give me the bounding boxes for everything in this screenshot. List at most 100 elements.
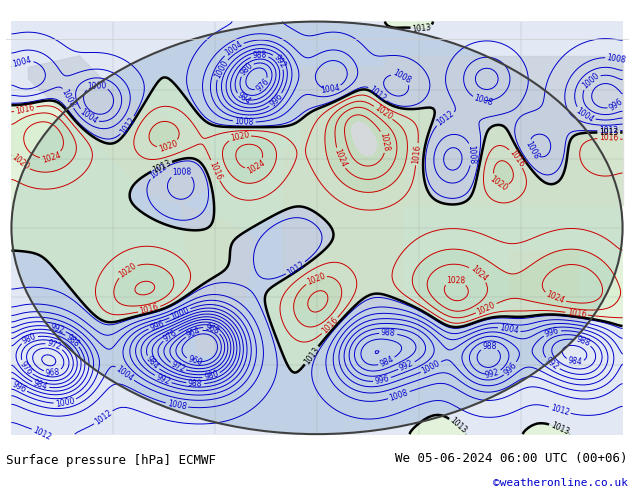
Polygon shape [300, 68, 385, 147]
Text: 992: 992 [398, 359, 415, 373]
Text: 1016: 1016 [599, 133, 619, 143]
Text: 1000: 1000 [580, 71, 600, 91]
Text: 1004: 1004 [11, 55, 33, 69]
Text: 1004: 1004 [114, 364, 135, 383]
Text: 1016: 1016 [507, 148, 526, 169]
Text: 964: 964 [185, 326, 202, 340]
Text: 1012: 1012 [32, 426, 53, 442]
Text: 1020: 1020 [373, 103, 394, 122]
Text: 984: 984 [32, 379, 49, 392]
Text: 1000: 1000 [55, 396, 75, 409]
Text: 1008: 1008 [467, 145, 476, 164]
Text: 960: 960 [187, 355, 204, 368]
Text: 1020: 1020 [117, 261, 138, 279]
Text: 1016: 1016 [567, 308, 586, 319]
Text: 1016: 1016 [411, 144, 422, 164]
Text: 996: 996 [374, 374, 390, 386]
Text: ©weatheronline.co.uk: ©weatheronline.co.uk [493, 478, 628, 488]
Text: Surface pressure [hPa] ECMWF: Surface pressure [hPa] ECMWF [6, 454, 216, 467]
Text: 1012: 1012 [148, 162, 169, 181]
Text: 1013: 1013 [549, 420, 571, 437]
Text: 988: 988 [64, 332, 81, 348]
Text: We 05-06-2024 06:00 UTC (00+06): We 05-06-2024 06:00 UTC (00+06) [395, 452, 628, 465]
Text: 984: 984 [236, 91, 253, 107]
Text: 1028: 1028 [378, 132, 391, 152]
Text: 976: 976 [162, 328, 179, 343]
Text: 976: 976 [254, 77, 271, 94]
Text: 1000: 1000 [169, 305, 191, 321]
Text: 988: 988 [482, 343, 496, 351]
Text: 1024: 1024 [41, 150, 61, 165]
Polygon shape [509, 251, 578, 319]
Text: 1008: 1008 [606, 53, 626, 65]
Text: 1012: 1012 [119, 115, 137, 136]
Text: 1013: 1013 [151, 158, 172, 174]
Text: 996: 996 [148, 319, 165, 333]
Text: 992: 992 [155, 372, 172, 387]
Text: 1013: 1013 [302, 345, 321, 366]
Text: 1008: 1008 [172, 168, 191, 177]
Text: 1013: 1013 [448, 416, 469, 436]
Text: 972: 972 [46, 339, 63, 352]
Text: 1012: 1012 [93, 408, 114, 427]
Text: 1008: 1008 [524, 140, 541, 161]
Text: 976: 976 [18, 359, 34, 376]
Text: 996: 996 [268, 92, 285, 109]
Text: 1020: 1020 [10, 153, 30, 172]
Text: 1024: 1024 [332, 148, 347, 169]
Text: 1024: 1024 [469, 264, 489, 284]
Text: 1016: 1016 [15, 103, 36, 116]
Text: 1020: 1020 [158, 139, 179, 153]
Text: 992: 992 [543, 356, 560, 372]
Text: 1013: 1013 [412, 23, 432, 34]
Polygon shape [283, 147, 402, 308]
Text: 988: 988 [381, 328, 396, 338]
Text: 1012: 1012 [285, 259, 306, 277]
Text: 1004: 1004 [499, 323, 519, 336]
Text: 1000: 1000 [212, 59, 230, 80]
Text: 1016: 1016 [207, 160, 223, 181]
Text: 992: 992 [271, 53, 287, 70]
Text: 1028: 1028 [446, 276, 465, 286]
Polygon shape [181, 205, 257, 354]
Text: 1008: 1008 [167, 399, 187, 412]
Text: 1012: 1012 [434, 109, 455, 127]
Text: 1016: 1016 [320, 316, 340, 336]
Text: 996: 996 [607, 97, 624, 112]
Text: 992: 992 [484, 368, 500, 380]
Text: 968: 968 [45, 368, 60, 378]
Text: 1004: 1004 [320, 83, 340, 95]
Text: 1000: 1000 [87, 81, 107, 91]
Text: 1004: 1004 [78, 108, 99, 126]
Text: 1008: 1008 [60, 88, 77, 109]
Text: 1008: 1008 [389, 388, 410, 403]
Text: 1008: 1008 [391, 68, 413, 85]
Text: 1004: 1004 [574, 106, 595, 124]
Text: 980: 980 [21, 332, 37, 346]
Text: 1020: 1020 [476, 300, 497, 317]
Text: 1008: 1008 [235, 117, 254, 127]
Polygon shape [29, 56, 215, 205]
Text: 1008: 1008 [473, 93, 494, 107]
Text: 1020: 1020 [230, 130, 250, 143]
Text: 988: 988 [188, 379, 203, 389]
Text: 984: 984 [144, 355, 160, 371]
Text: 996: 996 [544, 326, 560, 339]
Text: 968: 968 [204, 322, 221, 336]
Text: 996: 996 [11, 379, 28, 394]
Text: 980: 980 [203, 370, 219, 382]
Text: 988: 988 [252, 51, 267, 60]
Text: 1013: 1013 [599, 128, 618, 137]
Text: 1016: 1016 [139, 303, 160, 317]
Text: 1000: 1000 [420, 359, 442, 376]
Ellipse shape [11, 22, 623, 434]
Polygon shape [385, 56, 623, 205]
Text: 1012: 1012 [549, 403, 570, 417]
Text: 996: 996 [503, 361, 519, 377]
Text: 972: 972 [170, 360, 187, 374]
Text: 980: 980 [238, 61, 255, 77]
Text: 984: 984 [567, 356, 583, 367]
Text: 1012: 1012 [367, 84, 388, 103]
Text: 1024: 1024 [245, 158, 266, 175]
Text: 1020: 1020 [305, 271, 327, 286]
